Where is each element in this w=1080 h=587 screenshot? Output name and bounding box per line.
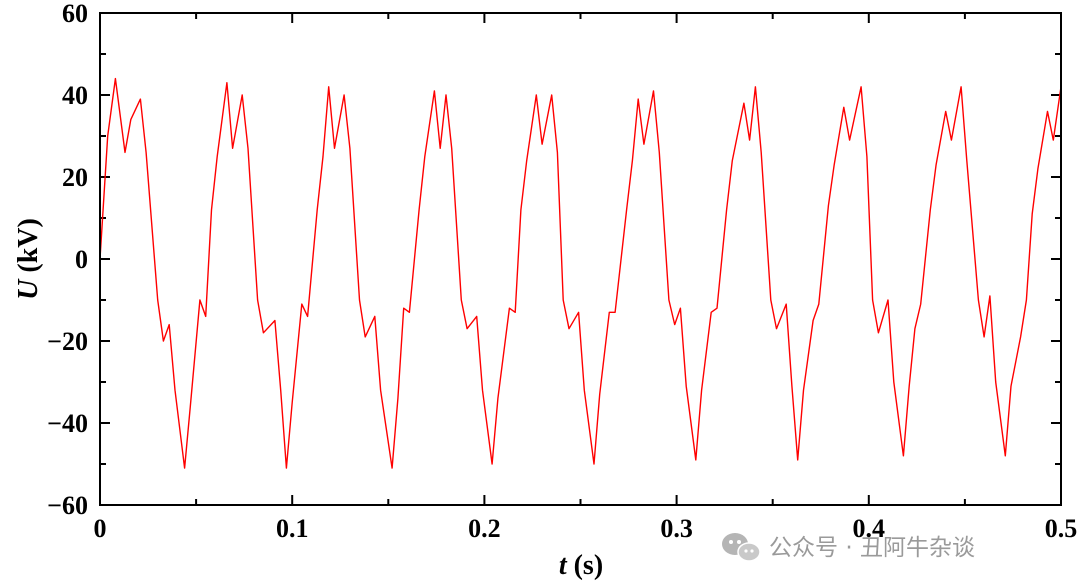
watermark: 公众号 · 丑阿牛杂谈 (722, 533, 975, 562)
y-tick-label: −20 (47, 327, 88, 356)
watermark-separator: · (845, 535, 852, 561)
y-tick-label: 60 (62, 0, 88, 28)
x-tick-label: 0.1 (276, 514, 309, 543)
y-tick-labels: −60 −40 −20 0 20 40 60 (47, 0, 88, 520)
y-tick-label: 40 (62, 81, 88, 110)
x-axis-unit: (s) (574, 550, 604, 581)
axis-ticks (99, 12, 1062, 506)
x-axis-title: t (s) (559, 550, 603, 581)
svg-text:公众号 · 丑阿牛杂谈: 公众号 · 丑阿牛杂谈 (769, 535, 975, 561)
plot-area-frame (99, 12, 1062, 506)
y-tick-label: −60 (47, 491, 88, 520)
y-axis-variable: U (13, 278, 44, 300)
x-tick-labels: 0 0.1 0.2 0.3 0.4 0.5 (94, 514, 1078, 543)
y-axis-title: U (kV) (13, 218, 44, 300)
x-tick-label: 0.2 (468, 514, 501, 543)
voltage-series-line (99, 77, 1062, 469)
y-tick-label: −40 (47, 409, 88, 438)
y-tick-label: 0 (75, 245, 88, 274)
wechat-icon (722, 533, 761, 562)
x-axis-variable: t (559, 550, 568, 581)
watermark-name: 丑阿牛杂谈 (860, 535, 975, 561)
watermark-brand: 公众号 (769, 535, 838, 561)
x-tick-label: 0 (94, 514, 107, 543)
x-tick-label: 0.4 (853, 514, 886, 543)
y-axis-unit: (kV) (13, 218, 44, 272)
y-tick-label: 20 (62, 163, 88, 192)
x-tick-label: 0.5 (1045, 514, 1078, 543)
x-tick-label: 0.3 (660, 514, 693, 543)
